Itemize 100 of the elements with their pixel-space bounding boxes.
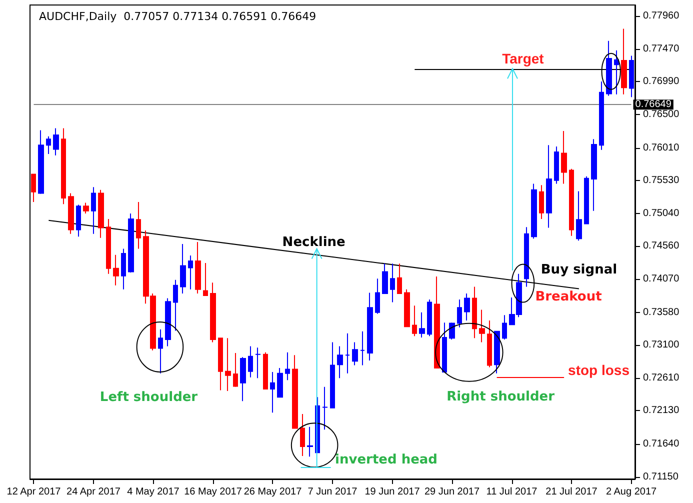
candlestick xyxy=(233,352,238,388)
candlestick xyxy=(322,386,328,430)
x-tick-label: 19 Jun 2017 xyxy=(364,486,420,498)
y-tick-label: 0.71150 xyxy=(643,471,679,482)
x-tick-label: 7 Jun 2017 xyxy=(308,486,358,498)
y-tick-label: 0.73580 xyxy=(643,306,680,318)
candlestick xyxy=(337,346,343,379)
y-tick-label: 0.76500 xyxy=(643,109,680,120)
candlestick xyxy=(300,413,305,456)
candlestick xyxy=(158,328,163,374)
candlestick xyxy=(121,248,126,290)
y-tick-label: 0.72610 xyxy=(643,372,680,384)
candlestick xyxy=(591,138,597,212)
x-tick-label: 4 May 2017 xyxy=(127,486,180,498)
y-tick-label: 0.75530 xyxy=(643,174,680,186)
candlestick xyxy=(479,309,485,343)
candlestick xyxy=(584,176,589,224)
candlestick xyxy=(404,288,410,328)
candlestick xyxy=(225,338,231,392)
y-tick-label: 0.71640 xyxy=(643,438,680,450)
x-tick-label: 26 May 2017 xyxy=(244,486,302,498)
x-tick-label: 24 Apr 2017 xyxy=(66,486,121,498)
candlestick xyxy=(502,314,507,340)
x-tick-label: 29 Jun 2017 xyxy=(424,486,480,498)
candlestick xyxy=(427,299,432,337)
candlestick xyxy=(31,174,36,203)
annotation: Breakout xyxy=(535,289,602,304)
y-tick-label: 0.76990 xyxy=(643,76,680,88)
text: AUDCHF,Daily 0.77057 0.77134 0.76591 0.76649 xyxy=(39,10,316,23)
candlestick xyxy=(569,168,574,236)
candlestick xyxy=(285,352,290,381)
candlestick xyxy=(360,330,365,366)
candlestick xyxy=(494,330,500,374)
candlestick xyxy=(98,189,104,238)
candlestick xyxy=(449,322,455,340)
candlestick xyxy=(442,322,447,373)
candlestick xyxy=(240,356,246,402)
candlestick xyxy=(188,255,193,290)
candlestick xyxy=(46,136,51,154)
candlestick xyxy=(614,50,619,95)
y-tick-label: 0.74070 xyxy=(643,274,680,285)
candlestick xyxy=(270,372,275,414)
ref-line-label: Target xyxy=(502,50,544,66)
candlestick xyxy=(629,55,634,98)
candlestick xyxy=(307,426,313,458)
candlestick xyxy=(38,130,44,194)
candlestick xyxy=(599,81,604,150)
candlestick xyxy=(352,342,358,366)
candlestick xyxy=(68,192,74,234)
candlestick xyxy=(367,292,373,361)
candlestick xyxy=(218,338,223,391)
x-tick-label: 12 Apr 2017 xyxy=(6,486,62,498)
candlestick xyxy=(53,128,59,156)
candlestick xyxy=(472,286,477,339)
x-tick-label: 11 Jul 2017 xyxy=(486,486,538,498)
candlestick xyxy=(419,312,425,338)
candlestick xyxy=(434,276,440,368)
candlestick xyxy=(390,263,395,303)
candlestick xyxy=(263,352,268,390)
candlestick xyxy=(61,128,66,205)
candlestick xyxy=(106,218,111,274)
candlestick xyxy=(330,342,335,408)
y-tick-label: 0.77960 xyxy=(643,10,680,22)
candlestick xyxy=(576,190,582,242)
candlestick xyxy=(464,292,470,322)
series-label: Neckline xyxy=(282,235,346,250)
candlestick xyxy=(524,226,529,288)
candlestick xyxy=(539,184,544,220)
candlestick xyxy=(561,130,567,184)
y-tick-label: 0.72130 xyxy=(643,405,680,416)
candlestick xyxy=(165,298,171,347)
candlestick xyxy=(136,202,141,250)
candlestick xyxy=(203,262,208,296)
candlestick xyxy=(546,144,552,228)
candlestick xyxy=(173,279,178,332)
y-tick-label: 0.76010 xyxy=(643,142,680,154)
y-tick-label: 0.73100 xyxy=(643,339,680,350)
candlestick xyxy=(397,263,402,294)
y-tick-label: 0.75040 xyxy=(643,208,680,220)
candlestick xyxy=(277,367,283,398)
candlestick xyxy=(375,278,380,314)
candlestick xyxy=(210,282,216,343)
candlestick xyxy=(180,244,186,294)
annotation: inverted head xyxy=(335,452,438,468)
y-tick-label: 0.77470 xyxy=(643,44,680,55)
ref-line-label: 0.76649 xyxy=(635,99,672,110)
x-tick-label: 16 May 2017 xyxy=(184,486,242,498)
y-tick-label: 0.74560 xyxy=(643,240,680,252)
candlestick xyxy=(292,354,298,429)
candlestick xyxy=(382,263,388,294)
annotation: Right shoulder xyxy=(446,390,556,405)
ref-line-label: stop loss xyxy=(568,362,630,378)
candlestick xyxy=(255,347,261,379)
candlestick xyxy=(457,299,462,328)
annotation: Left shoulder xyxy=(100,390,198,406)
candlestick xyxy=(83,202,89,214)
candlestick xyxy=(412,305,417,337)
candlestick xyxy=(487,320,492,368)
candlestick xyxy=(345,332,350,374)
x-tick-label: 21 Jul 2017 xyxy=(546,486,598,498)
